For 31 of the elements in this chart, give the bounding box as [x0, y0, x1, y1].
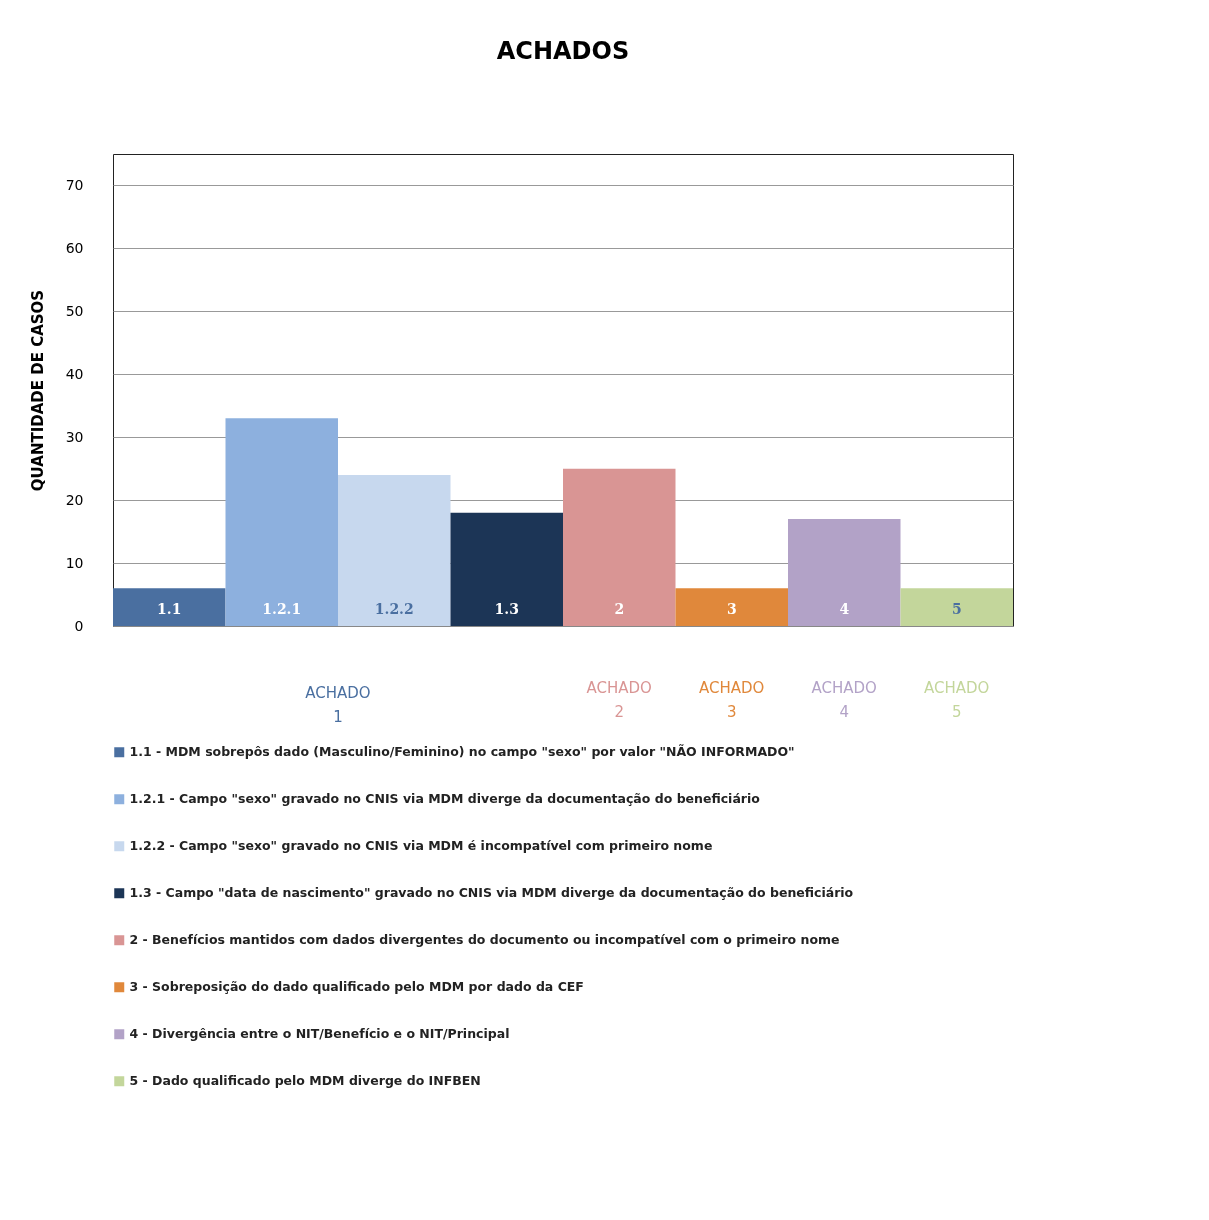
legend-label: 2 - Benefícios mantidos com dados divergentes do documento ou incompatível com o primeiro nome	[129, 932, 840, 948]
y-tick-label: 30	[65, 428, 84, 445]
legend-label: 1.2.1 - Campo "sexo" gravado no CNIS via MDM diverge da documentação do beneficiário	[129, 791, 761, 807]
chart-title: ACHADOS	[496, 37, 630, 65]
x-tick-label: 1.3	[494, 600, 519, 617]
y-tick-label: 70	[65, 176, 84, 193]
x-tick-label: 1.2.2	[374, 600, 414, 617]
text: ACHADO 1	[305, 684, 371, 726]
x-tick-label: 1.1	[157, 600, 182, 617]
x-tick-label: 1.2.1	[262, 600, 302, 617]
legend-label: 3 - Sobreposição do dado qualificado pelo MDM por dado da CEF	[129, 979, 584, 995]
y-tick-label: 60	[65, 239, 84, 256]
x-tick-label: 2	[614, 600, 625, 617]
legend-label: 1.2.2 - Campo "sexo" gravado no CNIS via MDM é incompatível com primeiro nome	[129, 838, 713, 854]
legend-label: 1.1 - MDM sobrepôs dado (Masculino/Feminino) no campo "sexo" por valor "NÃO INFORMADO"	[129, 744, 795, 760]
x-tick-label: 5	[951, 600, 962, 617]
text: ACHADO 5	[924, 679, 990, 721]
text: ACHADO 2	[586, 679, 652, 721]
y-tick-label: 20	[65, 491, 84, 508]
text: ACHADO 4	[811, 679, 877, 721]
text: ACHADO 3	[699, 679, 765, 721]
legend-label: 1.3 - Campo "data de nascimento" gravado no CNIS via MDM diverge da documentação do beneficiário	[129, 885, 854, 901]
y-axis-title: QUANTIDADE DE CASOS	[28, 289, 47, 492]
legend-label: 5 - Dado qualificado pelo MDM diverge do INFBEN	[129, 1073, 481, 1089]
x-tick-label: 3	[726, 600, 737, 617]
x-tick-label: 4	[839, 600, 850, 617]
legend-label: 4 - Divergência entre o NIT/Benefício e o NIT/Principal	[129, 1026, 510, 1042]
y-tick-label: 0	[74, 617, 84, 634]
y-tick-label: 50	[65, 302, 84, 319]
y-tick-label: 40	[65, 365, 84, 382]
y-tick-label: 10	[65, 554, 84, 571]
